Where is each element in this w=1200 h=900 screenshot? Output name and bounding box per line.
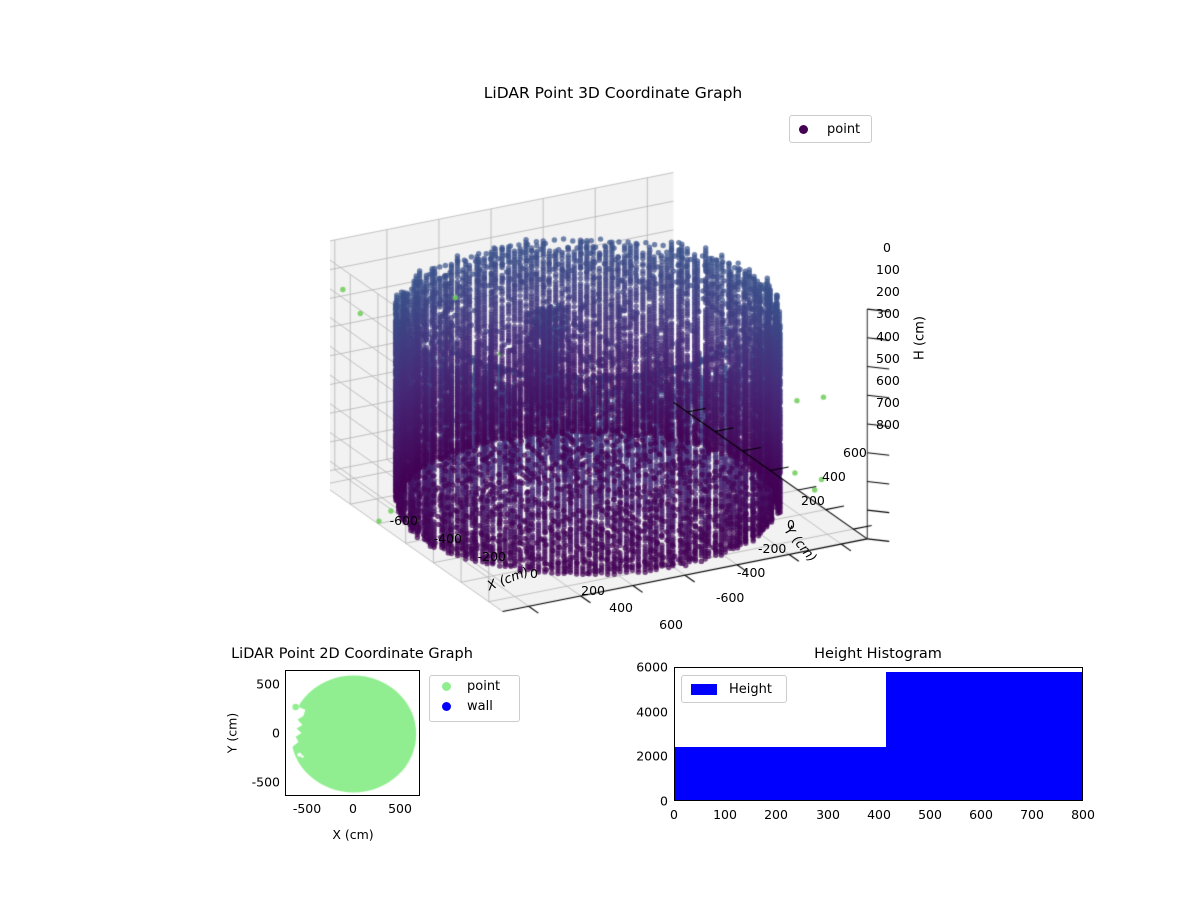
histogram-xtick-1: 100 [713,807,737,822]
plot3d-ztick-8: 800 [876,417,900,432]
plot3d-xtick-4: 200 [581,583,605,598]
plot3d-xtick-6: 600 [659,617,683,632]
plot2d-ylabel: Y (cm) [224,712,240,754]
histogram-xtick-0: 0 [670,807,678,822]
plot3d-ztick-6: 600 [876,373,900,388]
histogram-xtick-2: 200 [764,807,788,822]
plot3d-ytick-0: 600 [843,445,867,460]
plot2d-canvas[interactable] [286,671,419,795]
histogram-bar[interactable] [886,671,1082,800]
histogram-ytick-2: 4000 [636,704,668,720]
plot2d-title: LiDAR Point 2D Coordinate Graph [231,646,473,662]
plot3d-ztick-7: 700 [876,395,900,410]
plot2d-ytick-1: 0 [272,725,280,741]
plot2d-legend[interactable]: point wall [429,675,520,722]
histogram-xtick-3: 300 [816,807,840,822]
plot3d-ztick-0: 0 [883,240,891,255]
plot2d-xlabel: X (cm) [332,827,374,842]
plot2d-axes[interactable] [285,670,420,796]
histogram-xtick-4: 400 [867,807,891,822]
plot3d-ytick-2: 200 [801,493,825,508]
histogram-title: Height Histogram [814,646,942,662]
plot2d-ytick-0: 500 [256,676,280,692]
plot3d-xtick-3: 0 [530,566,538,581]
plot2d-xtick-1: 0 [349,801,357,816]
plot3d-legend[interactable]: point [789,115,872,143]
plot3d-ztick-2: 200 [876,284,900,299]
height-swatch-icon [691,683,717,695]
histogram-ytick-1: 2000 [636,748,668,764]
plot3d-ytick-5: -400 [737,565,766,580]
histogram-axes[interactable] [674,667,1083,801]
plot3d-ytick-1: 400 [822,469,846,484]
plot3d-legend-label: point [827,121,861,137]
plot2d-legend-label-wall: wall [467,698,493,714]
plot3d-ztick-5: 500 [876,351,900,366]
point-marker-icon [799,124,808,134]
histogram-ytick-3: 6000 [636,659,668,675]
wall-marker-icon [442,701,451,711]
histogram-xtick-6: 600 [969,807,993,822]
histogram-bar[interactable] [675,747,887,800]
plot3d-legend-item-point[interactable]: point [790,116,871,142]
plot2d-xtick-0: -500 [292,801,322,816]
plot2d-ytick-2: -500 [251,774,280,790]
plot3d-ztick-1: 100 [876,262,900,277]
plot3d-xtick-1: -400 [433,531,462,546]
plot3d-zlabel: H (cm) [912,316,928,360]
histogram-xtick-5: 500 [918,807,942,822]
histogram-ytick-0: 0 [660,793,668,809]
histogram-legend-item-height[interactable]: Height [682,676,786,702]
plot3d-title: LiDAR Point 3D Coordinate Graph [483,84,743,102]
plot2d-legend-item-wall[interactable]: wall [430,696,519,716]
histogram-xtick-7: 700 [1020,807,1044,822]
plot3d-xtick-5: 400 [609,600,633,615]
plot3d-ytick-4: -200 [758,541,787,556]
plot2d-xtick-2: 500 [388,801,412,816]
histogram-legend-label: Height [729,681,772,697]
plot3d-xtick-0: -600 [389,513,418,528]
plot3d-ztick-4: 400 [876,329,900,344]
point-marker-icon [442,681,451,691]
histogram-xtick-8: 800 [1071,807,1095,822]
plot3d-xtick-2: -200 [477,549,506,564]
plot3d-canvas[interactable] [330,140,890,640]
plot3d-ytick-3: 0 [787,517,795,532]
plot3d-ytick-6: -600 [716,590,745,605]
plot3d-axes[interactable] [330,140,890,640]
plot3d-ztick-3: 300 [876,306,900,321]
histogram-legend[interactable]: Height [681,675,787,703]
plot2d-legend-item-point[interactable]: point [430,676,519,696]
plot2d-legend-label-point: point [467,678,501,694]
